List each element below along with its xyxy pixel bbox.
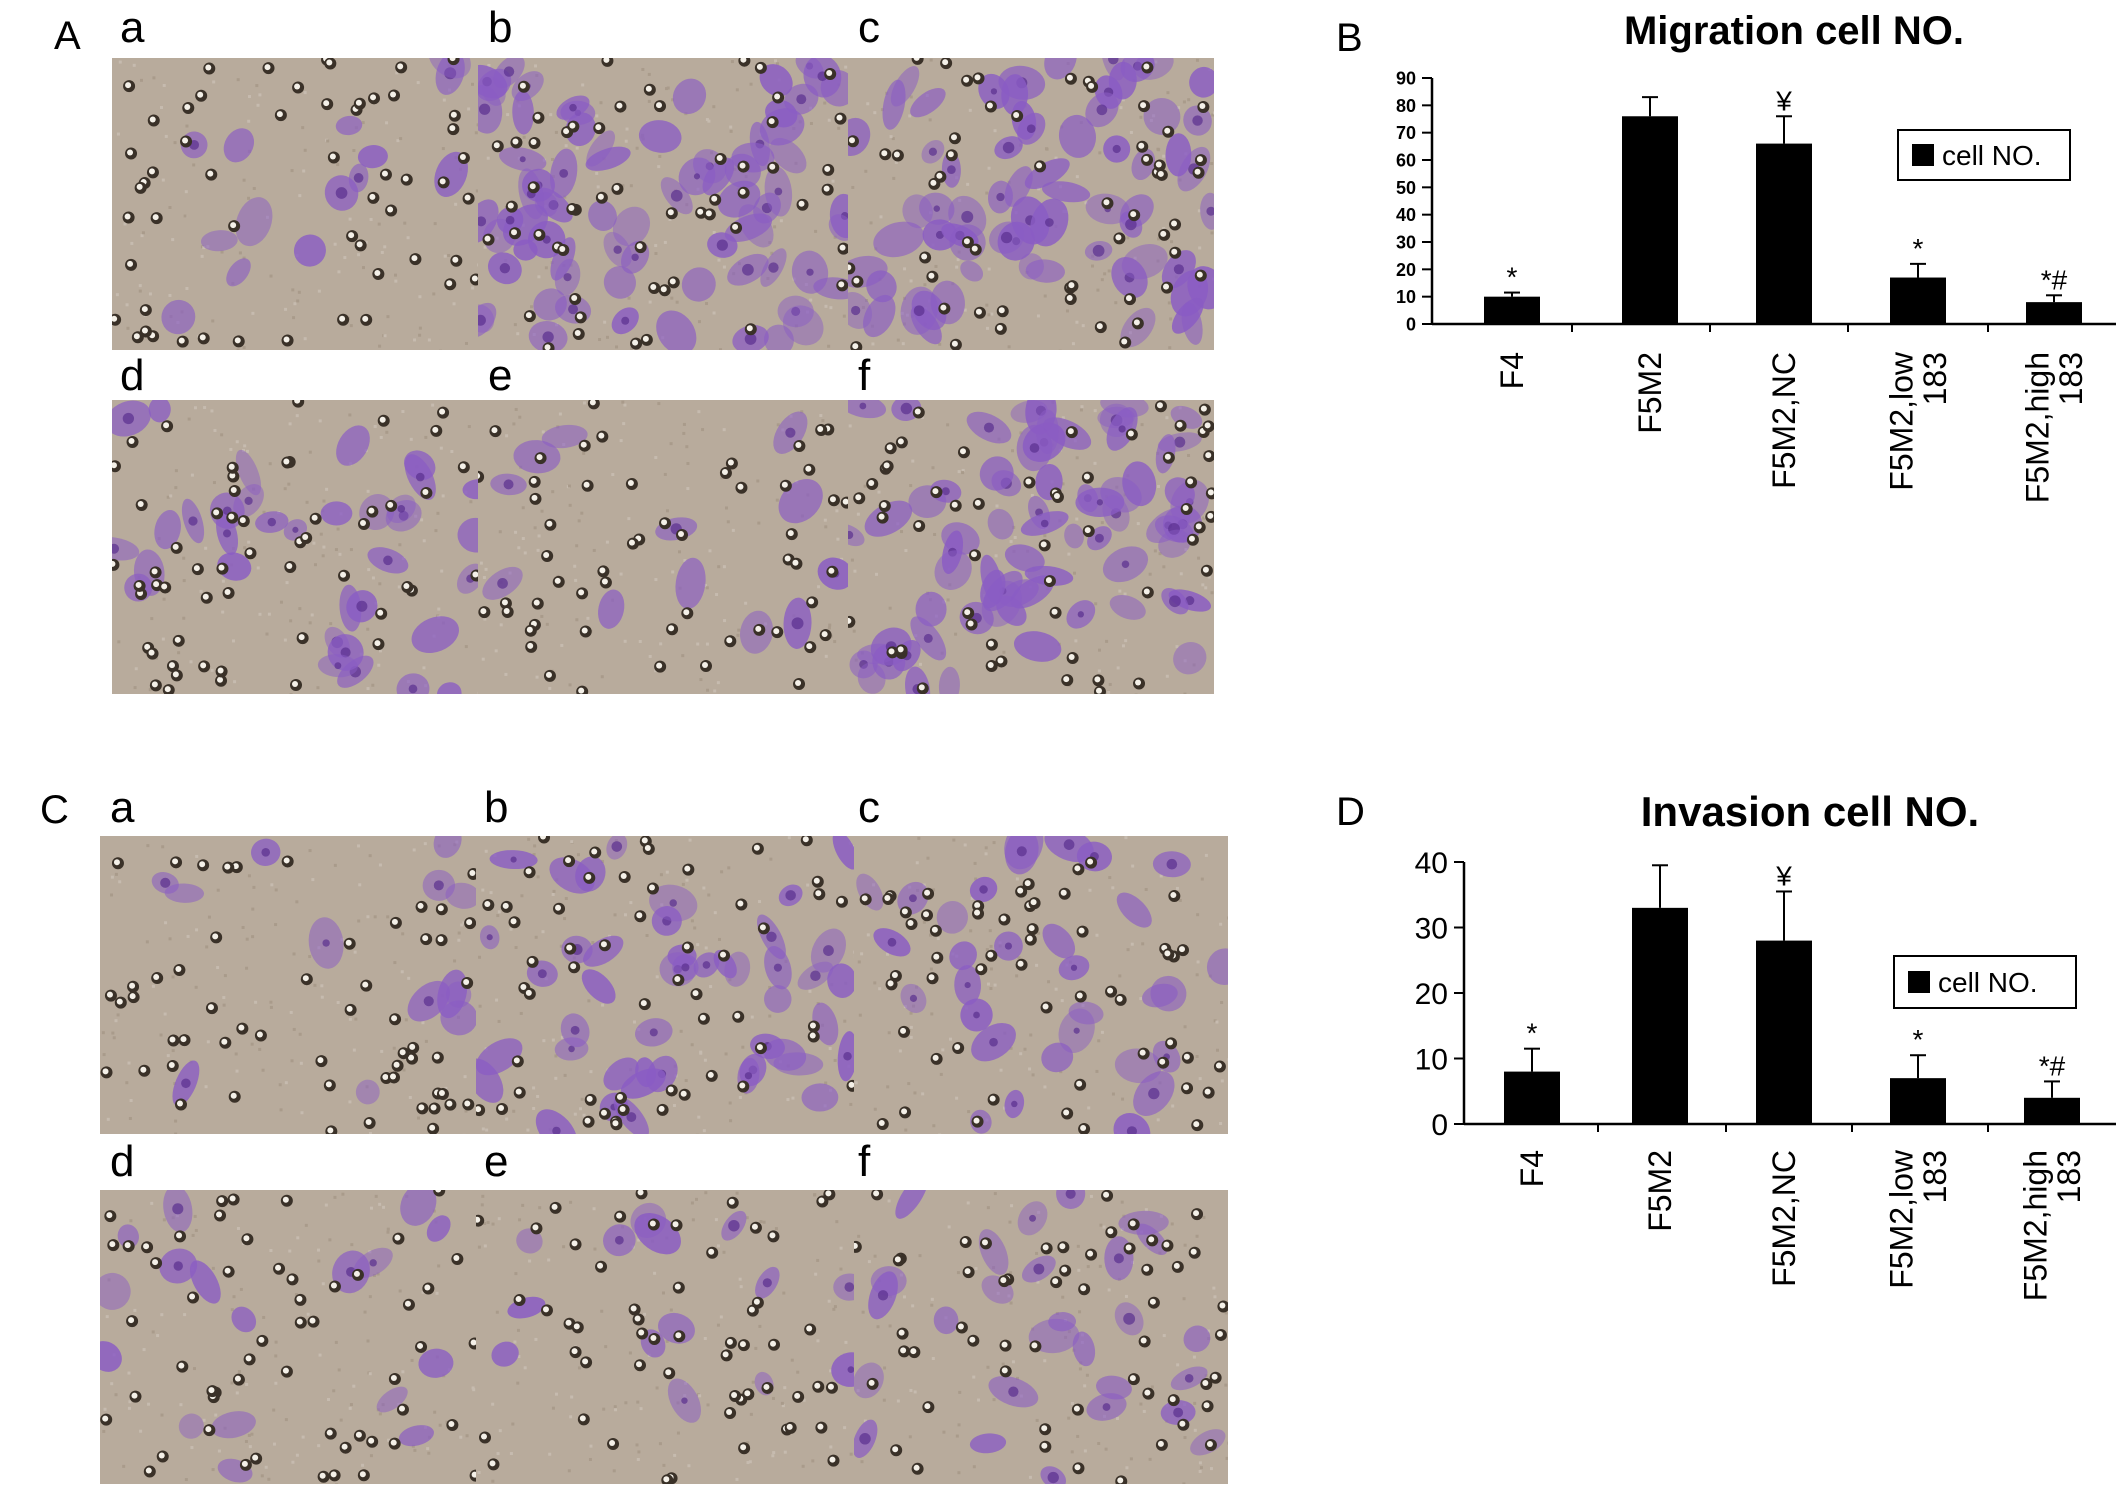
- category-label: F5M2,high: [2019, 352, 2055, 503]
- y-tick-label: 30: [1415, 912, 1448, 945]
- category-label: F4: [1494, 352, 1530, 389]
- y-tick-label: 60: [1396, 150, 1416, 170]
- y-tick-label: 80: [1396, 96, 1416, 116]
- significance-marker: *: [1507, 262, 1518, 293]
- panel-label-a-upper: A: [54, 14, 81, 58]
- y-tick-label: 10: [1396, 287, 1416, 307]
- micrograph-image: [848, 58, 1216, 352]
- legend-swatch: [1908, 971, 1930, 993]
- chart-title: Migration cell NO.: [1624, 9, 1964, 53]
- micrograph-image: [476, 1190, 856, 1486]
- panel-label-c-upper: C: [40, 788, 69, 832]
- micrograph-image: [100, 836, 478, 1136]
- bar: [1632, 907, 1688, 1124]
- micrograph-image: [112, 400, 480, 696]
- subpanel-label: f: [858, 1137, 871, 1186]
- y-tick-label: 20: [1396, 260, 1416, 280]
- y-tick-label: 0: [1406, 314, 1416, 334]
- subpanel-label: b: [488, 3, 513, 52]
- bar: [1890, 1078, 1946, 1124]
- chart-title: Invasion cell NO.: [1641, 788, 1979, 835]
- category-label: F5M2,NC: [1766, 352, 1802, 489]
- subpanel-label: a: [120, 3, 145, 52]
- significance-marker: *#: [2039, 1050, 2066, 1081]
- legend-label: cell NO.: [1942, 140, 2042, 171]
- panel-label-b: B: [1336, 16, 1363, 60]
- micrograph-image: [478, 400, 850, 696]
- micrograph-image: [112, 58, 480, 352]
- significance-marker: *#: [2041, 264, 2068, 295]
- y-tick-label: 30: [1396, 232, 1416, 252]
- y-tick-label: 40: [1415, 847, 1448, 880]
- category-label: F5M2: [1632, 352, 1668, 434]
- subpanel-label: d: [110, 1137, 135, 1186]
- y-tick-label: 50: [1396, 178, 1416, 198]
- category-label: 183: [2051, 1150, 2087, 1203]
- category-label: F5M2,high: [2017, 1150, 2053, 1301]
- significance-marker: *: [1913, 233, 1924, 264]
- category-label: F5M2: [1642, 1150, 1678, 1232]
- category-label: F5M2,NC: [1766, 1150, 1802, 1287]
- y-tick-label: 10: [1415, 1043, 1448, 1076]
- significance-marker: *: [1913, 1024, 1924, 1055]
- category-label: F5M2,low: [1883, 1149, 1919, 1289]
- legend-swatch: [1912, 144, 1934, 166]
- y-tick-label: 0: [1431, 1109, 1448, 1142]
- significance-marker: ¥: [1775, 860, 1792, 891]
- category-label: F5M2,low: [1883, 351, 1919, 491]
- y-tick-label: 90: [1396, 68, 1416, 88]
- category-label: 183: [1917, 1150, 1953, 1203]
- subpanel-label: d: [120, 351, 145, 400]
- micrograph-image: [848, 400, 1216, 696]
- significance-marker: *: [1527, 1018, 1538, 1049]
- micrograph-image: [854, 836, 1230, 1136]
- category-label: 183: [2053, 352, 2089, 405]
- bar: [1622, 116, 1678, 325]
- subpanel-label: a: [110, 783, 135, 832]
- y-tick-label: 70: [1396, 123, 1416, 143]
- micrograph-image: [476, 836, 856, 1136]
- bar: [1890, 277, 1946, 324]
- bar: [1504, 1071, 1560, 1124]
- bar: [1756, 143, 1812, 324]
- category-label: F4: [1514, 1150, 1550, 1187]
- micrograph-image: [478, 58, 850, 352]
- bar: [2026, 302, 2082, 324]
- subpanel-label: c: [858, 783, 880, 832]
- subpanel-label: f: [858, 351, 871, 400]
- y-tick-label: 40: [1396, 205, 1416, 225]
- micrograph-image: [854, 1190, 1230, 1486]
- subpanel-label: c: [858, 3, 880, 52]
- subpanel-label: e: [484, 1137, 509, 1186]
- subpanel-label: b: [484, 783, 509, 832]
- panel-label-d: D: [1336, 790, 1365, 834]
- legend-label: cell NO.: [1938, 967, 2038, 998]
- y-tick-label: 20: [1415, 978, 1448, 1011]
- significance-marker: ¥: [1775, 85, 1792, 116]
- category-label: 183: [1917, 352, 1953, 405]
- bar: [2024, 1097, 2080, 1124]
- subpanel-label: e: [488, 351, 513, 400]
- bar: [1756, 940, 1812, 1124]
- bar: [1484, 296, 1540, 324]
